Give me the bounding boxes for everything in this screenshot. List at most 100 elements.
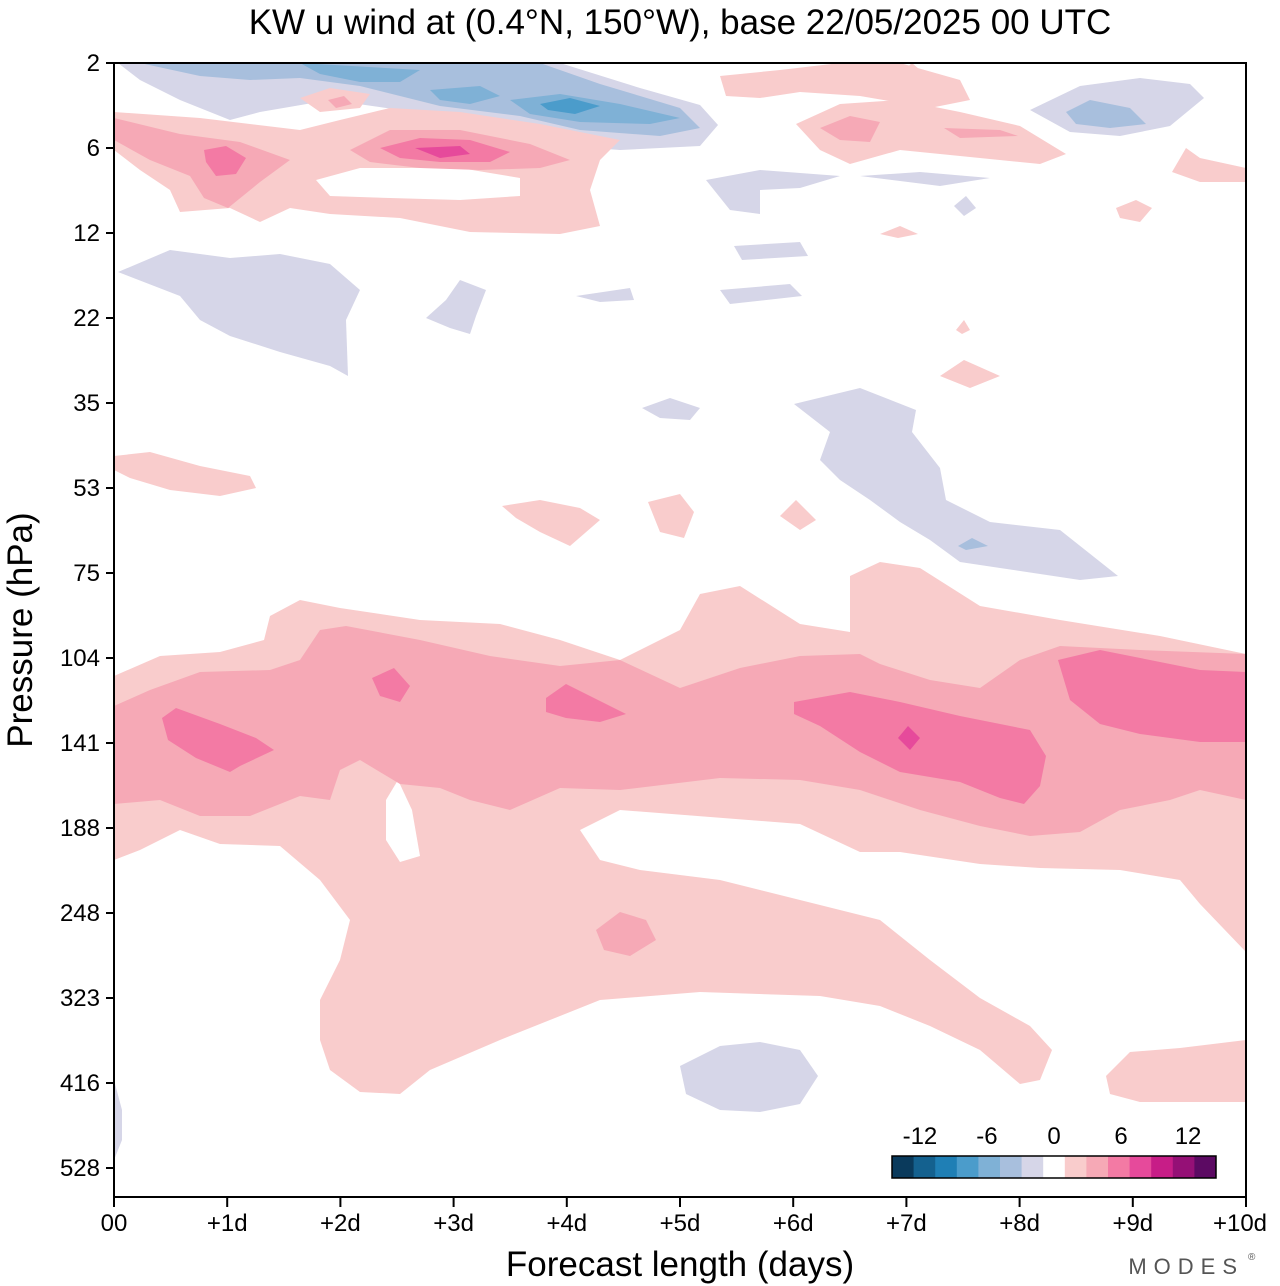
colorbar-label: 12	[1175, 1123, 1202, 1150]
contour-pos-2-hole	[386, 780, 420, 862]
colorbar-swatch	[1108, 1156, 1131, 1178]
x-tick-label: +1d	[207, 1210, 248, 1237]
contour-neg-streak-c	[734, 242, 808, 260]
contour-pos-speck-a	[880, 226, 918, 238]
contour-neg-streak-b	[860, 172, 990, 186]
contour-pos-right-e	[1172, 148, 1246, 182]
colorbar-swatch	[1151, 1156, 1174, 1178]
colorbar-label: -6	[976, 1123, 997, 1150]
x-tick-label: 00	[101, 1210, 128, 1237]
y-tick-label: 12	[73, 220, 100, 247]
chart-title: KW u wind at (0.4°N, 150°W), base 22/05/…	[249, 3, 1112, 42]
contour-pos-lower-a	[596, 912, 656, 956]
y-tick-label: 6	[87, 135, 100, 162]
contour-pos-right-c	[820, 116, 880, 142]
contour-neg-mid-a	[118, 250, 360, 376]
contour-pos-mid-b	[502, 500, 600, 546]
y-tick-label: 75	[73, 560, 100, 587]
contour-neg-mid-b	[426, 280, 486, 334]
colorbar-frame	[891, 1155, 1217, 1179]
colorbar-swatch	[913, 1156, 936, 1178]
contour-neg-mid-c	[642, 398, 700, 420]
y-tick-label: 416	[60, 1070, 100, 1097]
contour-neg-6	[300, 63, 420, 82]
contour-pos-top-f	[204, 146, 246, 176]
x-tick-label: +5d	[660, 1210, 701, 1237]
x-tick-label: +8d	[999, 1210, 1040, 1237]
contour-pos-8	[898, 726, 920, 750]
contour-pos-6c	[546, 684, 626, 722]
x-axis: 00 +1d +2d +3d +4d +5d +6d +7d +8d +9d +10d	[101, 1197, 1267, 1237]
x-tick-label: +2d	[320, 1210, 361, 1237]
y-tick-label: 35	[73, 390, 100, 417]
colorbar-swatch	[892, 1156, 915, 1178]
colorbar-swatch	[1000, 1156, 1023, 1178]
y-tick-label: 188	[60, 815, 100, 842]
contour-neg-low-b	[114, 1080, 122, 1160]
colorbar-label: -12	[903, 1123, 938, 1150]
contour-pos-top-b	[114, 118, 290, 208]
colorbar-label: 0	[1047, 1123, 1060, 1150]
colorbar-swatch	[1129, 1156, 1152, 1178]
contour-neg-streak-f	[954, 196, 976, 216]
x-tick-label: +6d	[773, 1210, 814, 1237]
y-tick-label: 248	[60, 900, 100, 927]
y-tick-label: 528	[60, 1155, 100, 1182]
contour-pos-right-b	[796, 100, 1066, 164]
contour-pos-6d	[794, 692, 1046, 804]
contour-neg-streak-a	[706, 170, 840, 214]
contour-pos-right-f	[1116, 200, 1152, 222]
colorbar: -12 -6 0 6 12	[891, 1123, 1217, 1179]
contour-pos-right-d	[944, 128, 1018, 138]
contour-neg-right-top2	[1066, 100, 1146, 128]
contour-pos-top-e	[415, 146, 470, 158]
contour-neg-mid-e	[958, 538, 988, 550]
y-tick-label: 141	[60, 730, 100, 757]
x-tick-label: +4d	[546, 1210, 587, 1237]
y-axis: 2 6 12 22 35 53 75 104 141 188 248 323 416 528	[60, 50, 114, 1182]
y-tick-label: 22	[73, 305, 100, 332]
contour-pos-mid-c	[648, 494, 694, 538]
contour-neg-6b	[430, 86, 500, 104]
x-axis-label: Forecast length (days)	[506, 1245, 854, 1284]
y-tick-label: 104	[60, 645, 100, 672]
contour-neg-8	[540, 98, 600, 114]
colorbar-swatch	[956, 1156, 979, 1178]
contour-neg-streak-e	[576, 288, 634, 302]
x-tick-label: +7d	[886, 1210, 927, 1237]
contour-pos-lower-b	[1106, 1040, 1246, 1102]
contour-neg-streak-d	[720, 284, 802, 304]
colorbar-swatch	[1021, 1156, 1044, 1178]
colorbar-swatch	[1043, 1156, 1066, 1178]
contour-pos-right-g	[902, 63, 920, 76]
colorbar-swatch	[1086, 1156, 1109, 1178]
x-tick-label: +9d	[1112, 1210, 1153, 1237]
colorbar-label: 6	[1114, 1123, 1127, 1150]
y-tick-label: 2	[87, 50, 100, 77]
x-tick-label: +3d	[433, 1210, 474, 1237]
registered-mark: ®	[1248, 1252, 1256, 1263]
colorbar-swatch	[1064, 1156, 1087, 1178]
contour-pos-mid-a	[114, 452, 256, 496]
contour-pos-6b	[372, 668, 410, 702]
contour-pos-mid-e	[940, 360, 1000, 388]
contour-pos-mid-d	[780, 500, 816, 530]
contour-pos-6e	[1058, 650, 1246, 742]
contour-pos-top-hole	[316, 168, 520, 200]
y-tick-label: 53	[73, 475, 100, 502]
contour-fields	[114, 63, 1246, 1197]
contour-pos-mid-f	[956, 320, 970, 334]
contour-neg-low-a	[680, 1042, 818, 1112]
brand-logo: MODES	[1128, 1254, 1244, 1279]
y-axis-label: Pressure (hPa)	[1, 512, 40, 747]
contour-pos-top-g2	[328, 96, 352, 108]
y-tick-label: 323	[60, 985, 100, 1012]
colorbar-swatch	[1194, 1156, 1217, 1178]
contour-pos-6a	[162, 708, 274, 772]
colorbar-swatch	[935, 1156, 958, 1178]
colorbar-swatch	[978, 1156, 1001, 1178]
contour-neg-mid-d	[794, 388, 1118, 580]
colorbar-swatch	[1172, 1156, 1195, 1178]
x-tick-label: +10d	[1213, 1210, 1267, 1237]
